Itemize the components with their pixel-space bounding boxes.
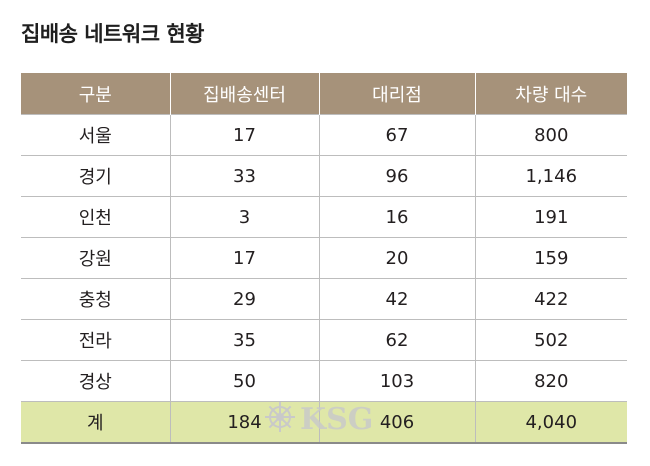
total-label: 계 bbox=[21, 401, 170, 444]
table-row: 전라 35 62 502 bbox=[21, 319, 627, 361]
cell-centers: 50 bbox=[169, 360, 319, 402]
header-agencies: 대리점 bbox=[318, 73, 475, 115]
table-total-row: 계 184 406 4,040 bbox=[21, 401, 627, 444]
cell-agencies: 62 bbox=[318, 319, 475, 361]
cell-region: 서울 bbox=[21, 114, 170, 156]
header-region: 구분 bbox=[21, 73, 170, 115]
total-vehicles: 4,040 bbox=[474, 401, 627, 444]
cell-agencies: 96 bbox=[318, 155, 475, 197]
header-vehicles: 차량 대수 bbox=[474, 73, 627, 115]
page-title: 집배송 네트워크 현황 bbox=[21, 22, 205, 46]
table-row: 경상 50 103 820 bbox=[21, 360, 627, 402]
cell-vehicles: 159 bbox=[474, 237, 627, 279]
cell-vehicles: 502 bbox=[474, 319, 627, 361]
table-row: 인천 3 16 191 bbox=[21, 196, 627, 238]
cell-agencies: 103 bbox=[318, 360, 475, 402]
table-row: 충청 29 42 422 bbox=[21, 278, 627, 320]
cell-region: 인천 bbox=[21, 196, 170, 238]
table-row: 경기 33 96 1,146 bbox=[21, 155, 627, 197]
header-centers: 집배송센터 bbox=[169, 73, 319, 115]
cell-vehicles: 1,146 bbox=[474, 155, 627, 197]
cell-centers: 29 bbox=[169, 278, 319, 320]
table-row: 서울 17 67 800 bbox=[21, 114, 627, 156]
cell-agencies: 42 bbox=[318, 278, 475, 320]
network-table: 구분 집배송센터 대리점 차량 대수 서울 17 67 800 경기 33 96… bbox=[21, 73, 627, 444]
cell-centers: 3 bbox=[169, 196, 319, 238]
cell-region: 전라 bbox=[21, 319, 170, 361]
cell-vehicles: 191 bbox=[474, 196, 627, 238]
cell-centers: 35 bbox=[169, 319, 319, 361]
cell-region: 경기 bbox=[21, 155, 170, 197]
cell-vehicles: 422 bbox=[474, 278, 627, 320]
total-agencies: 406 bbox=[318, 401, 475, 444]
cell-vehicles: 820 bbox=[474, 360, 627, 402]
cell-centers: 33 bbox=[169, 155, 319, 197]
cell-centers: 17 bbox=[169, 114, 319, 156]
total-centers: 184 bbox=[169, 401, 319, 444]
table-row: 강원 17 20 159 bbox=[21, 237, 627, 279]
cell-region: 강원 bbox=[21, 237, 170, 279]
cell-agencies: 20 bbox=[318, 237, 475, 279]
table-header-row: 구분 집배송센터 대리점 차량 대수 bbox=[21, 73, 627, 115]
cell-centers: 17 bbox=[169, 237, 319, 279]
cell-vehicles: 800 bbox=[474, 114, 627, 156]
cell-agencies: 67 bbox=[318, 114, 475, 156]
cell-region: 경상 bbox=[21, 360, 170, 402]
cell-agencies: 16 bbox=[318, 196, 475, 238]
cell-region: 충청 bbox=[21, 278, 170, 320]
